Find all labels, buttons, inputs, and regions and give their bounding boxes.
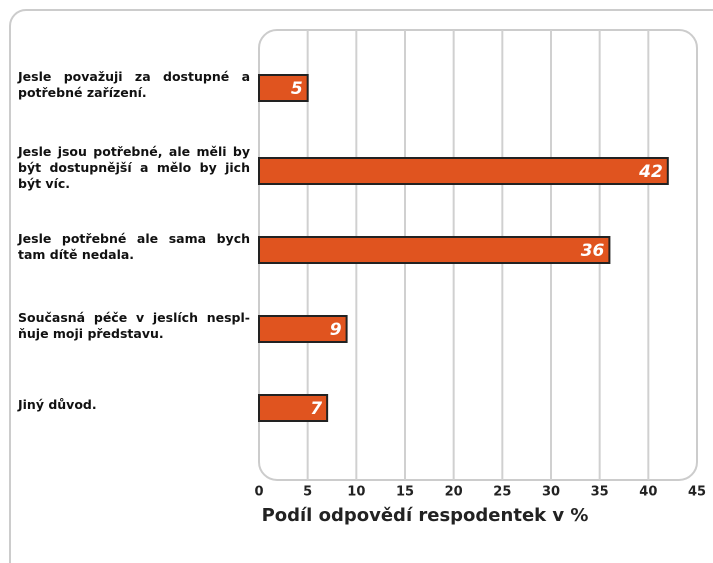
x-tick-label: 0 <box>254 485 263 500</box>
category-text: Jesle považuji za dostupné a potřebné za… <box>18 69 250 100</box>
x-tick-label: 25 <box>493 485 511 500</box>
data-label: 9 <box>330 320 342 340</box>
bar <box>258 315 348 343</box>
x-tick-label: 45 <box>688 485 706 500</box>
category-label: Jiný důvod. <box>18 375 250 435</box>
category-text: Jesle potřebné ale sama bych tam dítě ne… <box>18 231 250 262</box>
category-label: Současná péče v jeslích nespl­ňuje moji … <box>18 296 250 356</box>
bar <box>258 74 309 102</box>
x-tick-label: 40 <box>639 485 657 500</box>
x-tick-label: 5 <box>303 485 312 500</box>
data-label: 7 <box>310 399 322 419</box>
category-label: Jesle jsou potřebné, ale měli by být dos… <box>18 138 250 198</box>
x-tick-label: 15 <box>396 485 414 500</box>
bar <box>258 394 329 422</box>
data-label: 36 <box>581 241 605 261</box>
x-tick-label: 10 <box>347 485 365 500</box>
bar <box>258 236 611 264</box>
bar <box>258 157 669 185</box>
frame <box>9 9 713 563</box>
category-label: Jesle považuji za dostupné a potřebné za… <box>18 55 250 115</box>
category-text: Současná péče v jeslích nespl­ňuje moji … <box>18 310 250 341</box>
x-axis-title: Podíl odpovědí respodentek v % <box>262 505 589 526</box>
data-label: 5 <box>291 79 303 99</box>
category-text: Jesle jsou potřebné, ale měli by být dos… <box>18 144 250 191</box>
x-tick-label: 30 <box>542 485 560 500</box>
x-tick-label: 35 <box>591 485 609 500</box>
x-tick-label: 20 <box>445 485 463 500</box>
category-text: Jiný důvod. <box>18 397 97 412</box>
category-label: Jesle potřebné ale sama bych tam dítě ne… <box>18 217 250 277</box>
data-label: 42 <box>638 162 663 182</box>
